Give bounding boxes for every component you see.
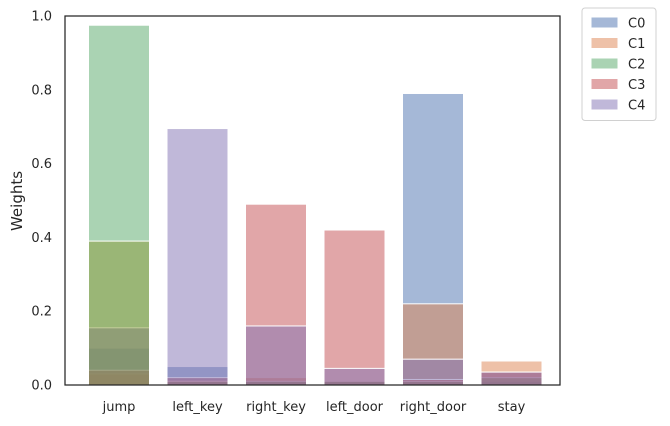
legend-swatch-c1 <box>590 37 619 49</box>
bars-layer <box>88 24 543 386</box>
legend-frame <box>581 7 657 121</box>
bar-c4-stay <box>480 371 543 386</box>
y-tick-label: 1.0 <box>31 10 52 25</box>
y-tick-label: 0.2 <box>31 305 52 320</box>
x-tick-label: right_key <box>246 400 306 415</box>
x-tick-label: right_door <box>400 400 467 415</box>
bar-c3-left-door <box>323 229 386 386</box>
legend-swatch-c4 <box>590 98 619 111</box>
legend-label-c2: C2 <box>628 58 645 73</box>
bar-c4-left-key <box>166 128 229 386</box>
y-axis-label: Weights <box>8 171 26 231</box>
y-tick-label: 0.4 <box>31 231 52 246</box>
y-tick-label: 0.8 <box>31 83 52 98</box>
bar-c4-left-door <box>323 367 386 386</box>
legend-label-c1: C1 <box>628 37 645 52</box>
x-tick-label: left_door <box>326 400 384 415</box>
y-tick-label: 0.0 <box>31 379 52 394</box>
x-tick-label: left_key <box>172 400 223 415</box>
legend-label-c4: C4 <box>628 99 645 114</box>
plot-frame <box>64 15 561 386</box>
bar-overlay-jump <box>88 240 150 386</box>
x-tick-label: stay <box>498 400 526 415</box>
y-ticks: 0.0 0.2 0.4 0.6 0.8 1.0 <box>31 10 52 394</box>
legend-swatch-c2 <box>590 57 619 70</box>
legend-label-c0: C0 <box>628 17 645 32</box>
bar-c4-right-key <box>245 325 307 386</box>
legend: C0 C1 C2 C3 C4 <box>581 7 657 121</box>
x-tick-label: jump <box>102 400 136 415</box>
legend-swatch-c3 <box>590 78 619 90</box>
legend-swatch-c0 <box>590 16 619 29</box>
bar-c4-right-door <box>402 358 464 386</box>
x-ticks: jump left_key right_key left_door right_door… <box>102 400 526 415</box>
legend-label-c3: C3 <box>628 78 645 93</box>
y-tick-label: 0.6 <box>31 157 52 172</box>
